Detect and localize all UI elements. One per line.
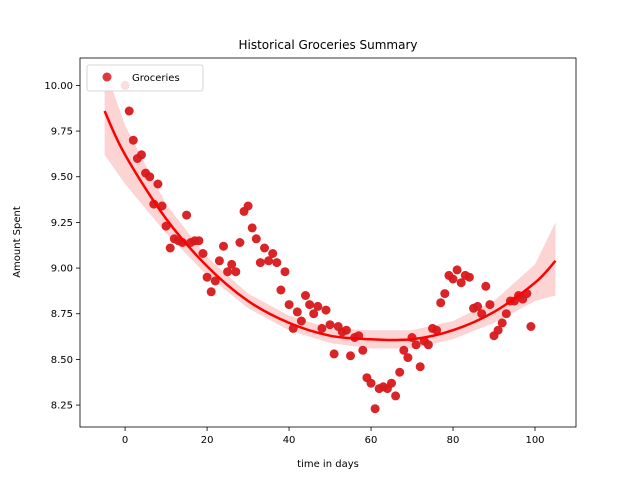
x-axis: 0 20 40 60 80 100	[122, 427, 545, 446]
data-point	[473, 301, 483, 311]
legend-label: Groceries	[132, 73, 180, 84]
data-point	[432, 325, 442, 335]
data-point	[145, 172, 155, 182]
data-point	[264, 256, 274, 266]
data-point	[206, 287, 216, 297]
data-point	[423, 340, 433, 350]
data-point	[219, 241, 228, 251]
y-tick-label: 8.25	[51, 401, 73, 412]
y-tick-label: 9.50	[51, 172, 73, 183]
plot-area	[103, 67, 557, 414]
chart-title: Historical Groceries Summary	[238, 38, 417, 52]
data-point	[137, 150, 146, 160]
data-point	[202, 272, 212, 282]
data-point	[456, 278, 466, 288]
data-point	[452, 265, 462, 275]
data-point	[194, 236, 204, 246]
data-point	[247, 223, 257, 233]
data-point	[243, 201, 253, 211]
data-point	[346, 351, 355, 361]
x-axis-label: time in days	[297, 459, 359, 470]
data-point	[276, 285, 286, 295]
data-point	[128, 135, 138, 145]
data-point	[296, 316, 306, 326]
data-point	[182, 210, 192, 220]
legend-marker	[102, 72, 112, 82]
data-point	[329, 349, 339, 359]
x-tick-label: 60	[365, 435, 378, 446]
y-tick-label: 10.00	[44, 81, 73, 92]
x-tick-label: 0	[122, 435, 128, 446]
data-point	[198, 249, 208, 258]
data-point	[124, 106, 134, 116]
data-point	[292, 307, 302, 317]
data-point	[214, 256, 224, 266]
data-point	[358, 345, 368, 355]
x-tick-label: 40	[283, 435, 296, 446]
data-point	[403, 353, 413, 363]
data-point	[415, 362, 425, 372]
data-point	[387, 378, 396, 388]
data-point	[526, 322, 536, 331]
data-point	[227, 259, 237, 269]
data-point	[321, 305, 331, 315]
x-tick-label: 80	[447, 435, 460, 446]
data-point	[366, 378, 376, 388]
data-point	[178, 238, 187, 247]
data-point	[501, 309, 511, 319]
y-axis: 8.25 8.50 8.75 9.00 9.25 9.50 9.75 10.00	[44, 81, 80, 412]
data-point	[411, 340, 421, 350]
data-point	[309, 309, 319, 319]
data-point	[370, 404, 380, 414]
data-point	[255, 258, 265, 268]
data-point	[231, 267, 241, 277]
data-point	[268, 249, 278, 258]
data-point	[260, 243, 269, 253]
y-tick-label: 9.75	[51, 127, 73, 138]
data-point	[301, 291, 310, 300]
data-point	[395, 367, 405, 377]
data-point	[391, 391, 401, 401]
y-axis-label: Amount Spent	[12, 206, 23, 278]
data-point	[399, 345, 409, 355]
x-tick-label: 20	[201, 435, 214, 446]
data-point	[464, 272, 474, 282]
data-point	[313, 301, 323, 311]
data-point	[251, 234, 261, 244]
data-point	[153, 179, 163, 189]
data-point	[210, 276, 220, 286]
legend-box	[86, 64, 204, 92]
data-point	[493, 325, 503, 335]
y-tick-label: 8.75	[51, 309, 73, 320]
data-point	[272, 258, 282, 268]
data-point	[341, 325, 351, 335]
data-point	[305, 300, 315, 310]
data-point	[235, 238, 245, 247]
data-point	[165, 243, 175, 253]
legend: Groceries	[86, 64, 204, 92]
regression-line	[103, 110, 557, 342]
data-point	[284, 300, 294, 310]
data-point	[325, 320, 335, 330]
y-tick-label: 8.50	[51, 355, 73, 366]
data-point	[223, 267, 233, 277]
axes-frame	[79, 57, 577, 428]
data-point	[481, 281, 491, 291]
data-point	[436, 298, 446, 308]
data-point	[280, 267, 290, 277]
data-point	[497, 318, 507, 328]
y-tick-label: 9.00	[51, 264, 73, 275]
data-point	[440, 289, 450, 299]
data-point	[477, 309, 487, 319]
y-tick-label: 9.25	[51, 218, 73, 229]
data-point	[317, 323, 327, 333]
x-tick-label: 100	[525, 435, 544, 446]
data-point	[448, 274, 458, 284]
data-point	[485, 300, 495, 310]
